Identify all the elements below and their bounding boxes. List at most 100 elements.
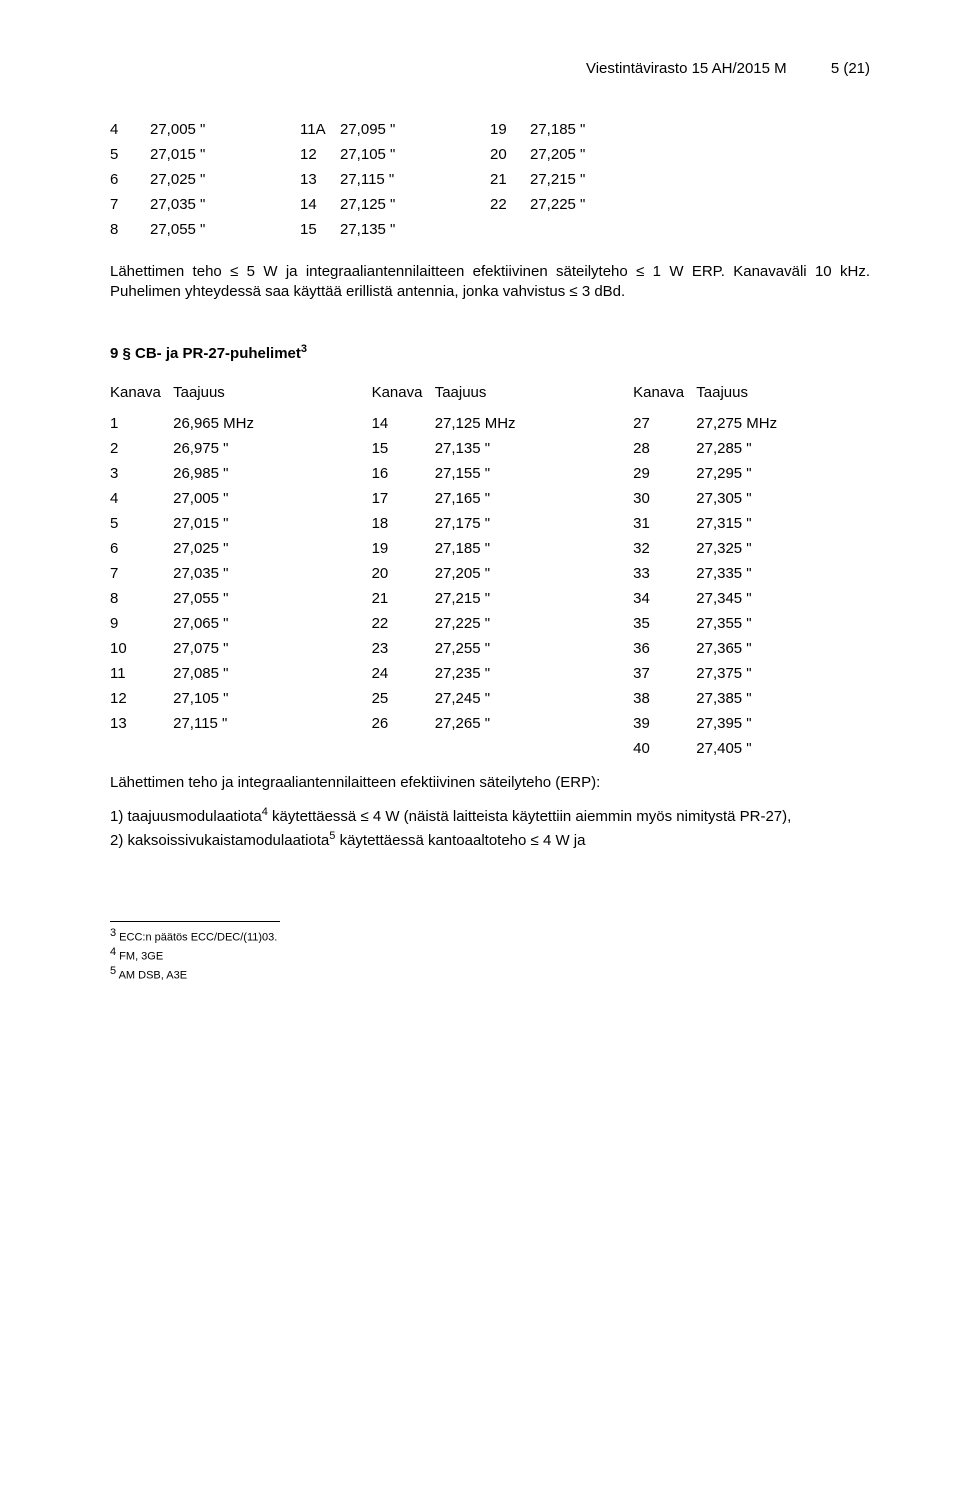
channel-cell: 11 (110, 661, 173, 686)
frequency-cell: 27,135 " (435, 436, 609, 461)
channel-cell: 15 (300, 217, 340, 242)
channel-cell: 25 (372, 686, 435, 711)
channel-cell: 12 (110, 686, 173, 711)
channel-cell: 40 (633, 736, 696, 761)
gap-cell (608, 511, 633, 536)
channel-cell: 2 (110, 436, 173, 461)
channel-cell: 39 (633, 711, 696, 736)
channel-cell (372, 736, 435, 761)
frequency-cell: 27,265 " (435, 711, 609, 736)
gap-cell (347, 711, 372, 736)
list1-pre: 1) taajuusmodulaatiota (110, 808, 262, 825)
gap-cell (608, 661, 633, 686)
frequency-cell: 27,155 " (435, 461, 609, 486)
gap-cell (608, 561, 633, 586)
table-row: 827,055 "2127,215 "3427,345 " (110, 586, 870, 611)
footnote-ref-3: 3 (301, 343, 307, 355)
channel-cell: 4 (110, 486, 173, 511)
frequency-cell: 26,975 " (173, 436, 347, 461)
frequency-cell: 27,315 " (696, 511, 870, 536)
footnotes: 3 ECC:n päätös ECC/DEC/(11)03. 4 FM, 3GE… (110, 921, 870, 983)
gap-cell (347, 536, 372, 561)
gap-cell (608, 636, 633, 661)
frequency-cell: 27,215 " (435, 586, 609, 611)
gap-cell (347, 511, 372, 536)
channel-cell: 36 (633, 636, 696, 661)
channel-cell: 29 (633, 461, 696, 486)
gap-cell (608, 686, 633, 711)
channel-cell: 27 (633, 411, 696, 436)
gap-cell (608, 586, 633, 611)
footnote-5: 5 AM DSB, A3E (110, 964, 870, 983)
channel-cell (490, 217, 530, 242)
frequency-cell: 27,395 " (696, 711, 870, 736)
channel-cell: 20 (372, 561, 435, 586)
list1-post: käytettäessä ≤ 4 W (näistä laitteista kä… (268, 808, 791, 825)
frequency-cell: 27,065 " (173, 611, 347, 636)
frequency-cell: 27,205 " (530, 142, 640, 167)
frequency-cell: 27,115 " (340, 167, 450, 192)
frequency-cell: 27,125 " (340, 192, 450, 217)
gap-cell (347, 636, 372, 661)
gap-cell (347, 736, 372, 761)
channel-cell: 28 (633, 436, 696, 461)
channel-cell (110, 736, 173, 761)
col-kanava-1: Kanava (110, 380, 173, 411)
channel-cell: 1 (110, 411, 173, 436)
channel-cell: 34 (633, 586, 696, 611)
gap-cell (450, 117, 490, 142)
list-item-2: 2) kaksoissivukaistamodulaatiota5 käytet… (110, 829, 870, 851)
table-row: 226,975 "1527,135 "2827,285 " (110, 436, 870, 461)
frequency-cell (530, 217, 640, 242)
table-row: 1027,075 "2327,255 "3627,365 " (110, 636, 870, 661)
frequency-cell: 27,035 " (150, 192, 260, 217)
frequency-cell: 27,275 MHz (696, 411, 870, 436)
frequency-cell: 27,375 " (696, 661, 870, 686)
frequency-cell: 27,025 " (173, 536, 347, 561)
paragraph-2: Lähettimen teho ja integraaliantennilait… (110, 773, 870, 793)
channel-cell: 21 (490, 167, 530, 192)
gap-cell (260, 192, 300, 217)
table-row: 126,965 MHz1427,125 MHz2727,275 MHz (110, 411, 870, 436)
channel-cell: 16 (372, 461, 435, 486)
frequency-cell (435, 736, 609, 761)
table-row: 627,025 "1927,185 "3227,325 " (110, 536, 870, 561)
frequency-cell: 27,105 " (340, 142, 450, 167)
channel-cell: 19 (490, 117, 530, 142)
channel-cell: 7 (110, 192, 150, 217)
list-item-1: 1) taajuusmodulaatiota4 käytettäessä ≤ 4… (110, 805, 870, 827)
gap-cell (450, 192, 490, 217)
channel-cell: 12 (300, 142, 340, 167)
channel-cell: 4 (110, 117, 150, 142)
gap-cell (450, 142, 490, 167)
channel-cell: 8 (110, 586, 173, 611)
channel-cell: 15 (372, 436, 435, 461)
channel-cell: 30 (633, 486, 696, 511)
footnote-3: 3 ECC:n päätös ECC/DEC/(11)03. (110, 926, 870, 945)
channel-cell: 6 (110, 536, 173, 561)
channel-cell: 24 (372, 661, 435, 686)
list2-pre: 2) kaksoissivukaistamodulaatiota (110, 832, 329, 849)
frequency-cell: 27,295 " (696, 461, 870, 486)
table-row: 4027,405 " (110, 736, 870, 761)
col-kanava-3: Kanava (633, 380, 696, 411)
frequency-cell: 27,225 " (435, 611, 609, 636)
table-row: 1227,105 "2527,245 "3827,385 " (110, 686, 870, 711)
channel-cell: 11A (300, 117, 340, 142)
channel-cell: 14 (300, 192, 340, 217)
fn4-text: FM, 3GE (116, 951, 163, 963)
col-taajuus-3: Taajuus (696, 380, 870, 411)
section-title-text: 9 § CB- ja PR-27-puhelimet (110, 345, 301, 362)
frequency-cell: 27,325 " (696, 536, 870, 561)
gap-cell (260, 167, 300, 192)
frequency-cell: 27,345 " (696, 586, 870, 611)
gap-cell (608, 411, 633, 436)
table-row: 1127,085 "2427,235 "3727,375 " (110, 661, 870, 686)
frequency-cell: 27,365 " (696, 636, 870, 661)
page-header: Viestintävirasto 15 AH/2015 M 5 (21) (110, 60, 870, 77)
frequency-cell: 27,175 " (435, 511, 609, 536)
frequency-cell: 27,245 " (435, 686, 609, 711)
doc-id: Viestintävirasto 15 AH/2015 M (586, 60, 787, 77)
paragraph-1: Lähettimen teho ≤ 5 W ja integraalianten… (110, 262, 870, 303)
gap-cell (608, 711, 633, 736)
